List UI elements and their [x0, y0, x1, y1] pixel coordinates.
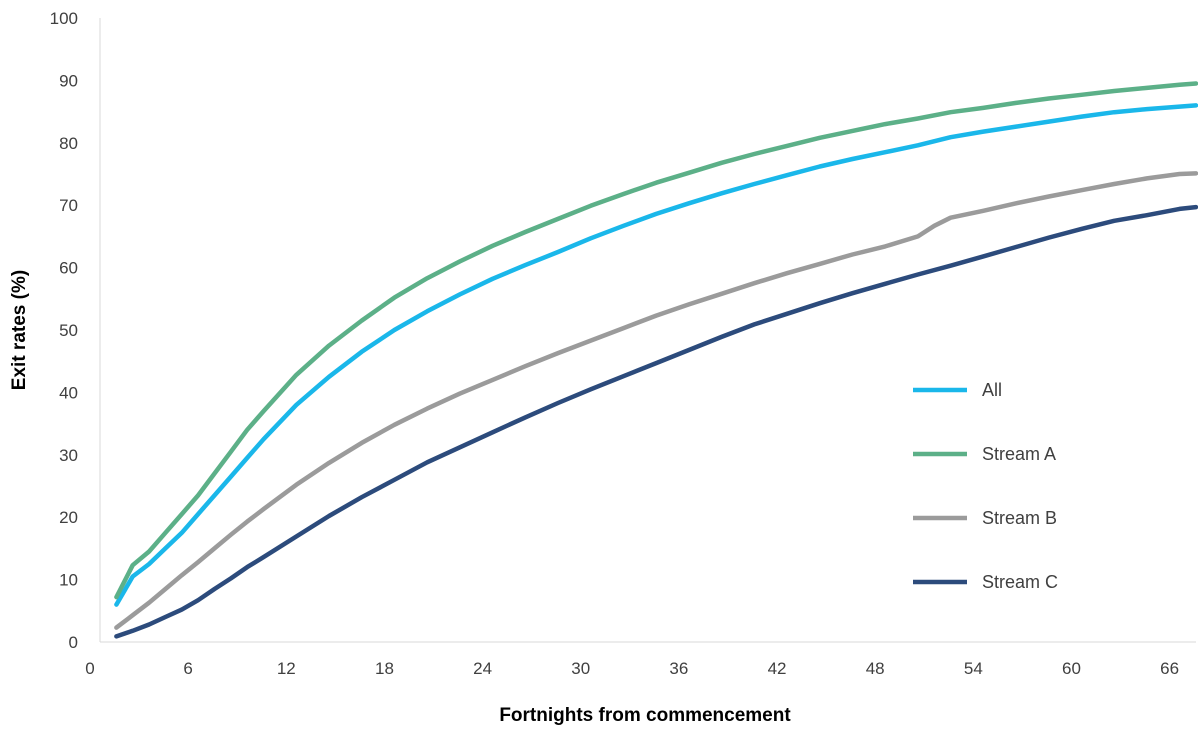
y-tick-label: 40 [59, 383, 78, 402]
x-tick-label: 24 [473, 659, 492, 678]
y-tick-label: 60 [59, 259, 78, 278]
x-tick-label: 54 [964, 659, 983, 678]
x-tick-label: 48 [866, 659, 885, 678]
y-tick-label: 50 [59, 321, 78, 340]
x-tick-label: 6 [183, 659, 192, 678]
y-axis-title: Exit rates (%) [9, 270, 30, 390]
y-tick-label: 80 [59, 134, 78, 153]
series-lines [114, 81, 1198, 639]
y-tick-label: 100 [50, 9, 78, 28]
x-tick-labels: 0 6 12 18 24 30 36 42 48 54 60 66 [85, 659, 1179, 678]
legend-label: Stream C [982, 572, 1058, 592]
series-line-1 [114, 81, 1198, 600]
x-tick-label: 66 [1160, 659, 1179, 678]
y-tick-label: 70 [59, 196, 78, 215]
y-tick-label: 0 [69, 633, 78, 652]
axes [99, 18, 1196, 643]
x-tick-label: 42 [768, 659, 787, 678]
x-tick-label: 30 [571, 659, 590, 678]
series-line-3 [114, 204, 1198, 639]
x-tick-label: 60 [1062, 659, 1081, 678]
legend-label: Stream B [982, 508, 1057, 528]
series-line-2 [114, 171, 1198, 630]
y-tick-label: 90 [59, 71, 78, 90]
series-line-0 [114, 103, 1198, 607]
x-tick-label: 18 [375, 659, 394, 678]
legend: All Stream A Stream B Stream C [913, 380, 1058, 592]
y-tick-labels: 0 10 20 30 40 50 60 70 80 90 100 [50, 9, 78, 652]
x-tick-label: 36 [669, 659, 688, 678]
legend-label: Stream A [982, 444, 1056, 464]
y-tick-label: 30 [59, 446, 78, 465]
x-tick-label: 12 [277, 659, 296, 678]
x-tick-label: 0 [85, 659, 94, 678]
legend-label: All [982, 380, 1002, 400]
y-tick-label: 10 [59, 571, 78, 590]
x-axis-title: Fortnights from commencement [499, 705, 791, 726]
y-tick-label: 20 [59, 508, 78, 527]
